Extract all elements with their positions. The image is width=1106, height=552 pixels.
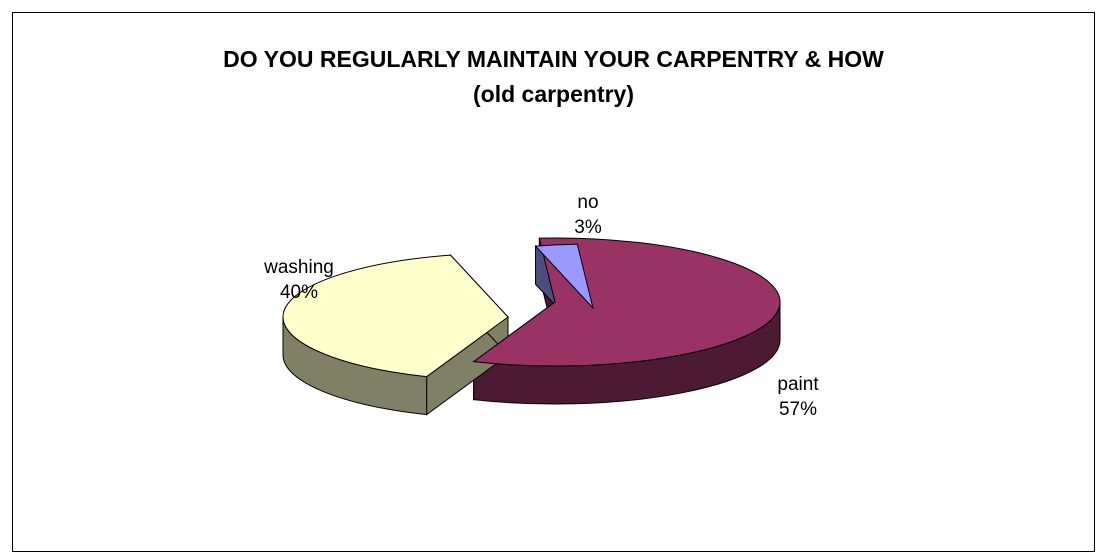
data-label-washing: washing 40% [263, 257, 334, 303]
data-label-no: no 3% [574, 192, 602, 238]
data-label-no-category: no [577, 192, 598, 213]
pie-slice-paint [472, 237, 781, 367]
pie-slice-no [534, 243, 594, 310]
data-label-no-percent: 3% [574, 217, 602, 238]
chart-subtitle: (old carpentry) [472, 81, 635, 107]
data-label-paint: paint 57% [777, 374, 819, 420]
chart-title: DO YOU REGULARLY MAINTAIN YOUR CARPENTRY… [223, 46, 884, 72]
data-label-washing-percent: 40% [280, 282, 318, 303]
pie-tops [282, 237, 781, 378]
pie-slice-washing [282, 254, 509, 378]
data-label-paint-category: paint [777, 374, 819, 395]
data-label-paint-percent: 57% [779, 399, 817, 420]
data-label-washing-category: washing [263, 257, 334, 278]
pie-chart: paint 57% washing 40% no 3% [263, 192, 819, 420]
